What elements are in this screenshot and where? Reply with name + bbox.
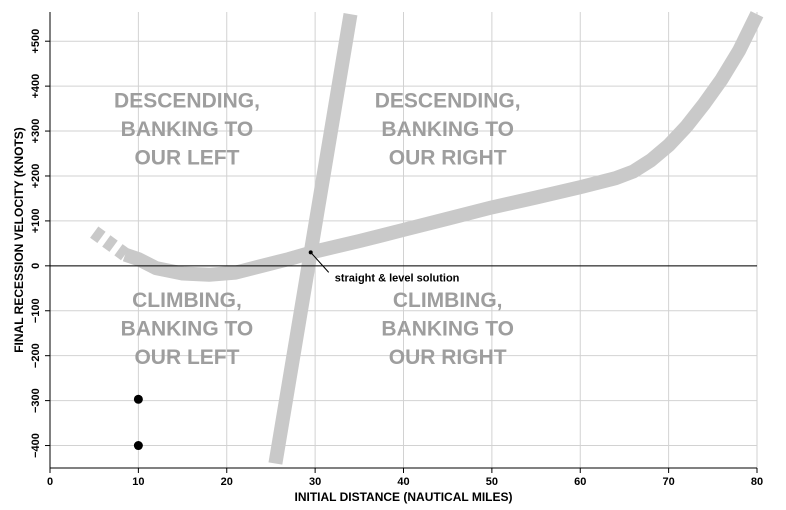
x-tick-label-0: 0 <box>47 476 53 488</box>
y-tick-label-200: +200 <box>30 164 42 189</box>
band-curved-band-dashed-extension <box>90 226 130 261</box>
region-label-0-line-1: BANKING TO <box>121 118 254 141</box>
band-curved-band <box>122 11 764 282</box>
x-tick-label-80: 80 <box>751 476 763 488</box>
annotation-text-0: straight & level solution <box>335 272 460 284</box>
region-label-3-line-0: CLIMBING, <box>393 289 503 312</box>
region-label-3-line-1: BANKING TO <box>381 318 514 341</box>
y-tick-label--400: −400 <box>30 433 42 458</box>
annotation-leader-0 <box>310 252 330 273</box>
x-tick-label-50: 50 <box>486 476 498 488</box>
region-label-1-line-2: OUR RIGHT <box>389 146 507 169</box>
region-label-2-line-0: CLIMBING, <box>132 289 242 312</box>
y-tick-label--100: −100 <box>30 298 42 323</box>
y-tick-label-300: +300 <box>30 119 42 144</box>
x-tick-label-70: 70 <box>663 476 675 488</box>
x-tick-label-30: 30 <box>309 476 321 488</box>
x-tick-label-60: 60 <box>574 476 586 488</box>
y-tick-label-500: +500 <box>30 29 42 54</box>
x-tick-label-40: 40 <box>397 476 409 488</box>
marker-point-0 <box>133 394 143 404</box>
grid <box>50 12 758 468</box>
x-tick-label-20: 20 <box>221 476 233 488</box>
x-axis-title: INITIAL DISTANCE (NAUTICAL MILES) <box>295 490 513 504</box>
region-label-3-line-2: OUR RIGHT <box>389 346 507 369</box>
y-tick-label--300: −300 <box>30 388 42 413</box>
y-tick-label-100: +100 <box>30 209 42 234</box>
data-bands <box>90 11 764 465</box>
band-steep-band <box>268 13 358 465</box>
y-axis-title: FINAL RECESSION VELOCITY (KNOTS) <box>12 127 26 353</box>
region-label-0-line-0: DESCENDING, <box>114 89 260 112</box>
region-label-1-line-1: BANKING TO <box>381 118 514 141</box>
annotations: straight & level solution <box>308 250 460 284</box>
tick-labels: 0 10 20 30 40 50 60 70 80 −400 −300 −200 −100 0 +100 +2… <box>30 29 763 488</box>
region-label-2-line-1: BANKING TO <box>121 318 254 341</box>
region-label-2-line-2: OUR LEFT <box>134 346 239 369</box>
marker-point-1 <box>133 441 143 451</box>
y-tick-label--200: −200 <box>30 343 42 368</box>
markers <box>133 394 143 451</box>
region-labels: DESCENDING, BANKING TO OUR LEFT DESCENDING,… <box>114 89 521 369</box>
region-label-1-line-0: DESCENDING, <box>375 89 521 112</box>
region-label-0-line-2: OUR LEFT <box>134 146 239 169</box>
y-tick-label-400: +400 <box>30 74 42 99</box>
y-tick-label-0: 0 <box>30 263 42 269</box>
x-tick-label-10: 10 <box>132 476 144 488</box>
